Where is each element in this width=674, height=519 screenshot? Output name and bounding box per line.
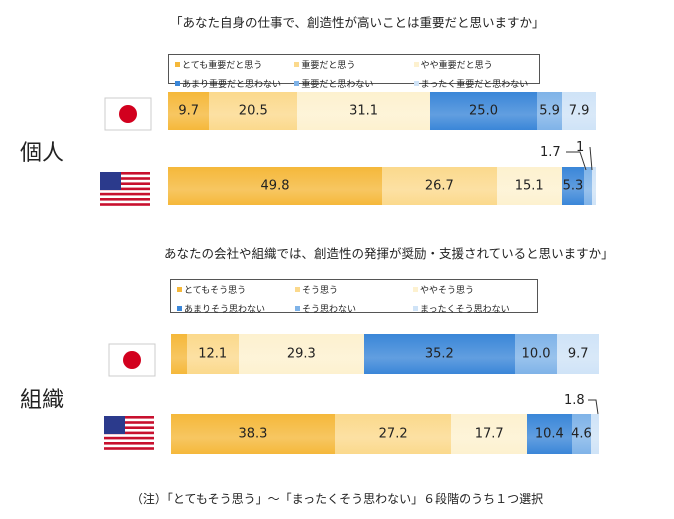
legend-swatch [295,306,300,311]
legend-item: あまりそう思わない [177,302,295,315]
legend-label: とてもそう思う [184,286,247,296]
legend-label: そう思わない [302,305,357,315]
legend-label: あまり重要だと思わない [182,80,282,90]
data-label: 29.3 [286,346,316,362]
legend-swatch [177,287,182,292]
bar-segment: 9.7 [557,334,599,374]
bar-segment [584,167,592,205]
bar-segment [591,167,596,205]
data-label: 9.7 [178,103,200,119]
bar-segment: 17.7 [451,414,528,454]
callout-label: 1.7 [540,145,561,160]
bar-segment: 38.3 [171,414,335,454]
data-label: 49.8 [260,178,290,194]
data-label: 38.3 [238,426,268,442]
legend-item: あまり重要だと思わない [175,77,294,90]
legend-label: やや重要だと思う [420,61,493,71]
bar-segment [171,334,187,374]
group-label-organization: 組織 [20,388,65,413]
legend-swatch [295,287,300,292]
callout-label: 1 [576,140,585,155]
legend-label: あまりそう思わない [184,305,266,315]
legend-organization: とてもそう思う そう思う ややそう思う あまりそう思わない そう思わない まった… [170,279,538,315]
bar-segment: 25.0 [430,92,537,130]
bar-segment: 10.4 [527,414,572,454]
legend-swatch [413,81,419,86]
data-label: 7.9 [568,103,590,119]
legend-item: そう思わない [295,302,413,315]
question-title-individual: 「あなた自身の仕事で、創造性が高いことは重要だと思いますか」 [170,15,545,30]
legend-label: ややそう思う [420,286,475,296]
legend-individual: とても重要だと思う 重要だと思う やや重要だと思う あまり重要だと思わない 重要… [168,54,540,90]
legend-item: とてもそう思う [177,283,295,296]
data-label: 35.2 [424,346,454,362]
data-label: 12.1 [198,346,228,362]
legend-swatch [413,287,418,292]
bar-segment: 49.8 [168,167,382,205]
japan-flag-icon [104,97,152,131]
bar-segment: 27.2 [334,414,452,454]
legend-swatch [175,62,180,67]
data-label: 4.6 [571,426,592,442]
legend-label: まったくそう思わない [420,305,510,315]
bar-individual-japan: 9.7 20.5 31.1 25.0 5.9 7.9 [168,92,596,130]
bar-segment: 15.1 [496,167,562,205]
legend-item: やや重要だと思う [413,58,533,71]
legend-item: 重要だと思う [294,58,413,71]
data-label: 10.0 [521,346,551,362]
data-label: 27.2 [378,426,408,442]
bar-segment: 4.6 [571,414,592,454]
bar-segment: 10.0 [514,334,558,374]
group-label-individual: 個人 [20,141,65,166]
data-label: 25.0 [469,103,498,119]
legend-item: まったくそう思わない [413,302,531,315]
legend-label: まったく重要だと思わない [420,80,529,90]
bar-segment: 35.2 [364,334,515,374]
legend-item: ややそう思う [413,283,531,296]
bar-segment [591,414,599,454]
legend-label: とても重要だと思う [182,61,263,71]
bar-segment: 12.1 [186,334,239,374]
data-label: 26.7 [424,178,454,194]
data-label: 5.3 [562,178,584,194]
bar-organization-usa: 38.3 27.2 17.7 10.4 4.6 [171,414,599,454]
callout-leader-line [588,399,599,415]
legend-swatch [294,62,300,67]
bar-segment: 20.5 [209,92,298,130]
legend-swatch [175,81,180,86]
legend-item: 重要だと思わない [294,77,413,90]
data-label: 9.7 [567,346,589,362]
legend-item: まったく重要だと思わない [413,77,533,90]
legend-label: そう思う [302,286,339,296]
data-label: 17.7 [474,426,504,442]
data-label: 31.1 [349,103,379,119]
legend-label: 重要だと思わない [301,80,374,90]
data-label: 5.9 [539,103,560,119]
bar-individual-usa: 49.8 26.7 15.1 5.3 [168,167,596,205]
bar-segment: 5.3 [561,167,585,205]
legend-label: 重要だと思う [301,61,356,71]
question-title-organization: あなたの会社や組織では、創造性の発揮が奨励・支援されていると思いますか」 [164,246,614,261]
usa-flag-icon [100,172,150,206]
bar-segment: 26.7 [382,167,497,205]
legend-swatch [413,62,419,67]
bar-segment: 29.3 [238,334,364,374]
legend-swatch [177,306,182,311]
legend-swatch [413,306,418,311]
legend-item: そう思う [295,283,413,296]
bar-organization-japan: 12.1 29.3 35.2 10.0 9.7 [171,334,599,374]
japan-flag-icon [108,343,156,377]
bar-segment: 31.1 [297,92,431,130]
bar-segment: 7.9 [562,92,596,130]
legend-swatch [294,81,300,86]
legend-item: とても重要だと思う [175,58,294,71]
usa-flag-icon [104,416,154,450]
data-label: 20.5 [238,103,268,119]
data-label: 15.1 [514,178,544,194]
footnote: （注）「とてもそう思う」～「まったくそう思わない」６段階のうち１つ選択 [130,492,544,506]
callout-label: 1.8 [564,393,585,408]
data-label: 10.4 [534,426,564,442]
bar-segment: 5.9 [536,92,563,130]
bar-segment: 9.7 [168,92,210,130]
